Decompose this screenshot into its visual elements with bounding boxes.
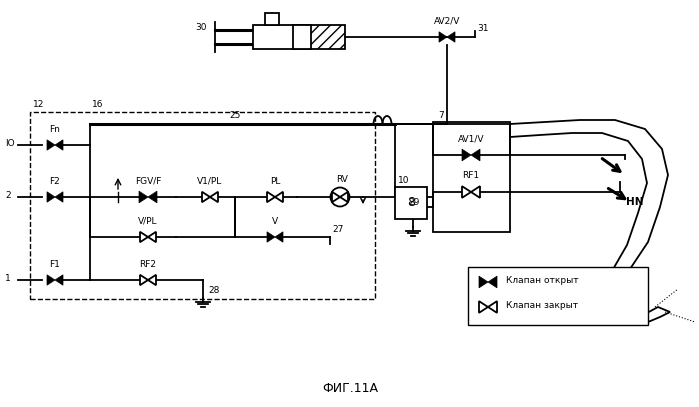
Polygon shape xyxy=(140,275,148,285)
Text: 28: 28 xyxy=(208,286,219,295)
Text: 27: 27 xyxy=(332,225,343,234)
Text: 30: 30 xyxy=(196,22,207,31)
Polygon shape xyxy=(55,192,63,202)
Polygon shape xyxy=(55,275,63,285)
Polygon shape xyxy=(275,192,283,202)
Polygon shape xyxy=(267,232,275,242)
Text: PL: PL xyxy=(270,177,280,186)
Bar xyxy=(468,267,648,325)
Polygon shape xyxy=(447,32,455,42)
Text: AV2/V: AV2/V xyxy=(434,17,460,26)
Text: Клапан закрыт: Клапан закрыт xyxy=(506,301,578,310)
Polygon shape xyxy=(148,232,156,242)
Text: Клапан открыт: Клапан открыт xyxy=(506,276,579,285)
Bar xyxy=(265,13,279,25)
Polygon shape xyxy=(148,275,156,285)
Polygon shape xyxy=(140,232,148,242)
Text: 1: 1 xyxy=(5,274,10,283)
Polygon shape xyxy=(471,186,480,198)
Polygon shape xyxy=(275,232,283,242)
Text: ФИГ.11А: ФИГ.11А xyxy=(322,382,378,395)
Polygon shape xyxy=(462,149,471,161)
Text: 2: 2 xyxy=(5,191,10,200)
Bar xyxy=(253,25,311,49)
Text: FGV/F: FGV/F xyxy=(135,176,161,185)
Polygon shape xyxy=(55,140,63,150)
Polygon shape xyxy=(479,276,488,288)
Text: IO: IO xyxy=(5,139,15,148)
Polygon shape xyxy=(267,192,275,202)
Polygon shape xyxy=(202,192,210,202)
Polygon shape xyxy=(479,301,488,313)
Text: Fn: Fn xyxy=(50,125,60,134)
Text: 29: 29 xyxy=(408,198,419,207)
Polygon shape xyxy=(47,192,55,202)
Text: 10: 10 xyxy=(398,176,410,185)
Text: 31: 31 xyxy=(477,24,489,33)
Text: V/PL: V/PL xyxy=(138,217,158,226)
Text: RF2: RF2 xyxy=(140,260,157,269)
Bar xyxy=(293,25,345,49)
Text: 16: 16 xyxy=(92,100,103,109)
Bar xyxy=(30,112,375,299)
Polygon shape xyxy=(645,307,670,322)
Polygon shape xyxy=(139,191,148,203)
Polygon shape xyxy=(510,120,668,319)
Polygon shape xyxy=(488,276,497,288)
Polygon shape xyxy=(462,186,471,198)
Text: RF1: RF1 xyxy=(463,171,480,180)
Polygon shape xyxy=(47,140,55,150)
Polygon shape xyxy=(148,191,157,203)
Polygon shape xyxy=(340,192,348,202)
Text: HN: HN xyxy=(626,197,644,207)
Text: 8: 8 xyxy=(407,197,415,210)
Bar xyxy=(395,187,427,219)
Text: AV1/V: AV1/V xyxy=(458,134,484,143)
Text: 25: 25 xyxy=(229,111,240,120)
Polygon shape xyxy=(332,192,340,202)
Text: RV: RV xyxy=(336,175,348,184)
Polygon shape xyxy=(47,275,55,285)
Text: 12: 12 xyxy=(33,100,44,109)
Text: F1: F1 xyxy=(50,260,60,269)
Polygon shape xyxy=(439,32,447,42)
Text: V: V xyxy=(272,217,278,226)
Text: V1/PL: V1/PL xyxy=(197,177,222,186)
Bar xyxy=(433,122,510,232)
Text: F2: F2 xyxy=(50,177,60,186)
Text: 7: 7 xyxy=(438,111,444,120)
Polygon shape xyxy=(471,149,480,161)
Polygon shape xyxy=(488,301,497,313)
Polygon shape xyxy=(210,192,218,202)
